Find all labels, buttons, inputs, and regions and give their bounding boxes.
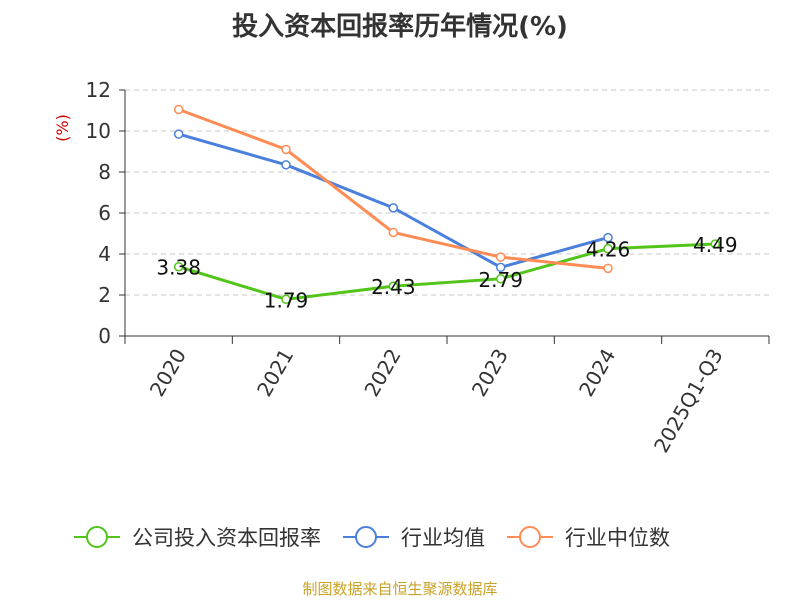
y-axis-label: (%) bbox=[53, 114, 72, 142]
data-point bbox=[281, 294, 291, 305]
data-label: 2.43 bbox=[371, 275, 416, 299]
data-point bbox=[281, 144, 291, 155]
data-point bbox=[603, 232, 613, 243]
data-point bbox=[495, 262, 506, 273]
data-point bbox=[495, 252, 506, 262]
x-tick-label: 2022 bbox=[359, 345, 405, 401]
data-point bbox=[603, 263, 613, 274]
data-point bbox=[281, 160, 291, 170]
legend: 公司投入资本回报率 行业均值 行业中位数 bbox=[74, 526, 670, 550]
data-point bbox=[388, 227, 399, 238]
series-lines bbox=[173, 104, 721, 305]
y-tick-label: 8 bbox=[98, 160, 111, 184]
chart-title: 投入资本回报率历年情况(%) bbox=[232, 12, 568, 42]
data-point bbox=[173, 104, 184, 115]
y-tick-label: 6 bbox=[98, 201, 111, 225]
data-point bbox=[388, 203, 399, 213]
data-point bbox=[173, 261, 184, 272]
data-label: 4.49 bbox=[693, 233, 738, 257]
series-line bbox=[178, 132, 609, 269]
data-point bbox=[388, 281, 399, 291]
x-tick-label: 2025Q1-Q3 bbox=[649, 345, 728, 457]
y-tick-label: 0 bbox=[98, 324, 111, 348]
y-tick-label: 10 bbox=[86, 119, 111, 143]
data-label: 1.79 bbox=[264, 288, 309, 312]
data-label: 4.26 bbox=[586, 238, 631, 262]
legend-marker bbox=[519, 526, 541, 548]
legend-label: 行业中位数 bbox=[565, 526, 670, 550]
data-point bbox=[603, 243, 613, 254]
legend-label: 公司投入资本回报率 bbox=[132, 526, 321, 550]
data-point bbox=[710, 239, 721, 249]
data-label: 2.79 bbox=[478, 268, 523, 292]
source-note: 制图数据来自恒生聚源数据库 bbox=[302, 580, 498, 598]
y-tick-label: 2 bbox=[98, 283, 111, 307]
series-line bbox=[178, 108, 609, 270]
data-point bbox=[173, 129, 184, 139]
legend-label: 行业均值 bbox=[401, 526, 485, 550]
data-label: 3.38 bbox=[156, 256, 201, 280]
x-tick-label: 2021 bbox=[252, 345, 298, 401]
x-tick-label: 2023 bbox=[467, 345, 513, 401]
grid-lines bbox=[125, 89, 769, 296]
data-point bbox=[495, 274, 506, 284]
legend-marker bbox=[355, 526, 377, 548]
legend-marker bbox=[86, 526, 108, 548]
y-tick-label: 12 bbox=[86, 78, 111, 102]
x-tick-label: 2024 bbox=[574, 345, 620, 401]
y-tick-label: 4 bbox=[98, 242, 111, 266]
data-labels: 3.38 1.79 2.43 2.79 4.26 4.49 bbox=[156, 233, 737, 312]
x-tick-label: 2020 bbox=[145, 345, 191, 401]
series-line bbox=[178, 242, 716, 301]
